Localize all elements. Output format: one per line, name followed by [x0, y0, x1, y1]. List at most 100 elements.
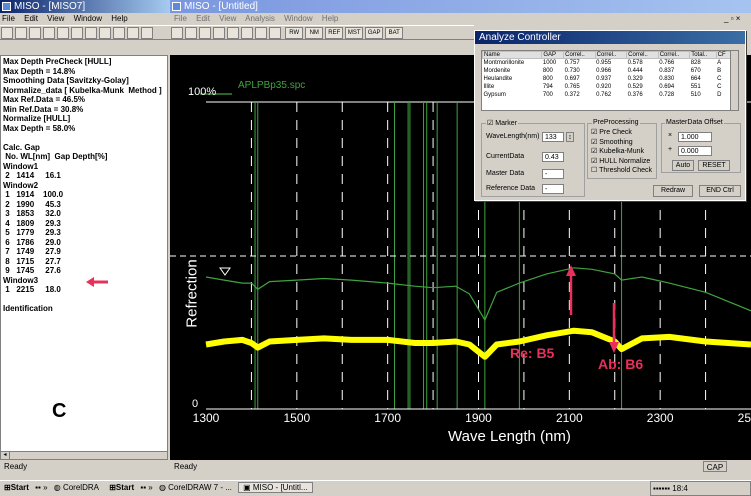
table-cell: 0.578	[627, 60, 643, 66]
restore-icon[interactable]: ▫	[730, 14, 734, 23]
log-panel: Max Depth PreCheck [HULL] Max Depth = 14.…	[0, 55, 168, 460]
offset-add-input[interactable]: 0.000	[678, 146, 712, 156]
ref-icon[interactable]	[141, 27, 153, 39]
nm-icon[interactable]	[127, 27, 139, 39]
menu-help[interactable]: Help	[111, 14, 128, 23]
task-coreldraw-1[interactable]: ◍ CorelDRA	[53, 483, 99, 492]
preproc-checkbox[interactable]: ☐ Threshold Check	[591, 166, 652, 176]
menu-file-2[interactable]: File	[174, 14, 187, 23]
table-cell: 0.694	[659, 84, 675, 90]
menu-view[interactable]: View	[47, 14, 65, 23]
table-row[interactable]: Heulandite 800 0.697 0.937 0.329 0.830 664 C	[483, 75, 732, 83]
column-header[interactable]: Correl..	[657, 51, 691, 59]
gap-button[interactable]: GAP	[365, 27, 384, 39]
help-icon[interactable]	[99, 27, 111, 39]
preproc-checkbox[interactable]: ☑ Kubelka-Munk	[591, 147, 652, 157]
menu-edit[interactable]: Edit	[24, 14, 38, 23]
column-header[interactable]: Correl..	[626, 51, 659, 59]
column-header[interactable]: Correl..	[563, 51, 596, 59]
current-data-value: 0.43	[542, 152, 564, 162]
quicklaunch-icon-2[interactable]: ▪▪ »	[140, 483, 153, 492]
save-icon[interactable]	[29, 27, 41, 39]
menu-window-2[interactable]: Window	[284, 14, 313, 23]
minimize-icon[interactable]: _	[724, 14, 729, 23]
scroll-left-icon[interactable]: ◂	[1, 452, 10, 459]
cut-icon[interactable]	[43, 27, 55, 39]
task-miso[interactable]: ▣ MISO - [Untitl...	[238, 482, 313, 493]
preproc-checkbox[interactable]: ☑ Pre Check	[591, 128, 652, 138]
copy-icon[interactable]	[57, 27, 69, 39]
copy-icon-2[interactable]	[227, 27, 239, 39]
wavelength-spin-icon[interactable]: ↕	[566, 132, 574, 142]
preproc-checkbox[interactable]: ☑ HULL Normalize	[591, 157, 652, 167]
tray-clock: ▪▪▪▪▪▪ 18:4	[650, 481, 751, 496]
rw-icon[interactable]	[113, 27, 125, 39]
print-icon-2[interactable]	[255, 27, 267, 39]
paste-icon[interactable]	[71, 27, 83, 39]
new-icon-2[interactable]	[171, 27, 183, 39]
menu-analysis[interactable]: Analysis	[245, 14, 275, 23]
analyze-controller-dialog[interactable]: Analyze Controller Name GAP Correl.. Correl…	[474, 30, 746, 201]
checkbox-label: Pre Check	[599, 129, 632, 136]
bat-button[interactable]: BAT	[385, 27, 404, 39]
start-button[interactable]: ⊞Start	[4, 483, 29, 492]
redraw-button[interactable]: Redraw	[653, 185, 693, 197]
end-ctrl-button[interactable]: END Ctrl	[699, 185, 741, 197]
save-icon-2[interactable]	[199, 27, 211, 39]
preproc-checkbox[interactable]: ☑ Smoothing	[591, 138, 652, 148]
x-tick-label: 2500	[737, 411, 751, 425]
new-icon[interactable]	[1, 27, 13, 39]
table-row[interactable]: Gypsum 700 0.372 0.762 0.376 0.728 510 D	[483, 91, 732, 99]
checkbox-icon[interactable]: ☑	[591, 148, 598, 156]
checkbox-label: Smoothing	[599, 138, 633, 146]
reset-button[interactable]: RESET	[698, 160, 730, 171]
paste-icon-2[interactable]	[241, 27, 253, 39]
log-line: Max Depth PreCheck [HULL]	[3, 57, 112, 66]
column-header[interactable]: GAP	[541, 51, 565, 59]
log-line: No. WL[nm] Gap Depth[%]	[3, 152, 108, 161]
mst-button[interactable]: MST	[345, 27, 364, 39]
offset-multiplier-input[interactable]: 1.000	[678, 132, 712, 142]
help-icon-2[interactable]	[269, 27, 281, 39]
table-cell: 700	[542, 92, 553, 98]
nm-button[interactable]: NM	[305, 27, 324, 39]
cut-icon-2[interactable]	[213, 27, 225, 39]
table-row[interactable]: Illite 794 0.765 0.920 0.529 0.694 551 C	[483, 83, 732, 91]
results-table[interactable]: Name GAP Correl.. Correl.. Correl.. Correl.. T…	[481, 50, 739, 111]
table-row[interactable]: Mordenite 800 0.730 0.966 0.444 0.837 670 B	[483, 67, 732, 75]
ref-button[interactable]: REF	[325, 27, 344, 39]
start-button-2[interactable]: ⊞Start	[109, 483, 135, 492]
quicklaunch-icon[interactable]: ▪▪ »	[35, 483, 48, 492]
open-icon[interactable]	[15, 27, 27, 39]
left-scrollbar[interactable]: ◂	[0, 451, 168, 460]
checkbox-icon[interactable]: ☑	[591, 138, 598, 146]
menu-window[interactable]: Window	[73, 14, 103, 23]
open-icon-2[interactable]	[185, 27, 197, 39]
column-header[interactable]: Total..	[689, 51, 717, 59]
offset-title: MasterData Offset	[665, 119, 724, 126]
table-cell: 0.920	[596, 84, 612, 90]
rw-button[interactable]: RW	[285, 27, 304, 39]
marker-checkbox[interactable]: ☑ Marker	[486, 119, 519, 127]
checkbox-icon[interactable]: ☐	[591, 167, 598, 175]
auto-button[interactable]: Auto	[672, 160, 694, 171]
y-axis-label: Refrection	[183, 259, 201, 328]
column-header[interactable]: Correl..	[594, 51, 628, 59]
column-header[interactable]: Name	[482, 51, 543, 59]
checkbox-icon[interactable]: ☑	[591, 129, 598, 136]
taskbar: ⊞Start ▪▪ » ◍ CorelDRA ⊞Start ▪▪ » ◍ Cor…	[0, 480, 751, 496]
log-line: 5 1779 29.3	[3, 228, 61, 237]
wavelength-input[interactable]: 133	[542, 132, 564, 142]
menu-help-2[interactable]: Help	[321, 14, 339, 23]
table-hscroll[interactable]	[481, 112, 501, 116]
print-icon[interactable]	[85, 27, 97, 39]
table-row[interactable]: Montmorillonite 1000 0.757 0.955 0.578 0.766 8…	[483, 59, 732, 68]
close-icon[interactable]: ×	[735, 14, 741, 23]
log-line: Window3	[3, 275, 39, 285]
menu-edit-2[interactable]: Edit	[196, 14, 210, 23]
checkbox-icon[interactable]: ☑	[591, 157, 598, 165]
task-coreldraw-2[interactable]: ◍ CorelDRAW 7 - ...	[158, 483, 232, 492]
menu-view-2[interactable]: View	[219, 14, 237, 23]
menu-file[interactable]: File	[2, 14, 15, 23]
table-vscroll[interactable]	[730, 51, 738, 110]
